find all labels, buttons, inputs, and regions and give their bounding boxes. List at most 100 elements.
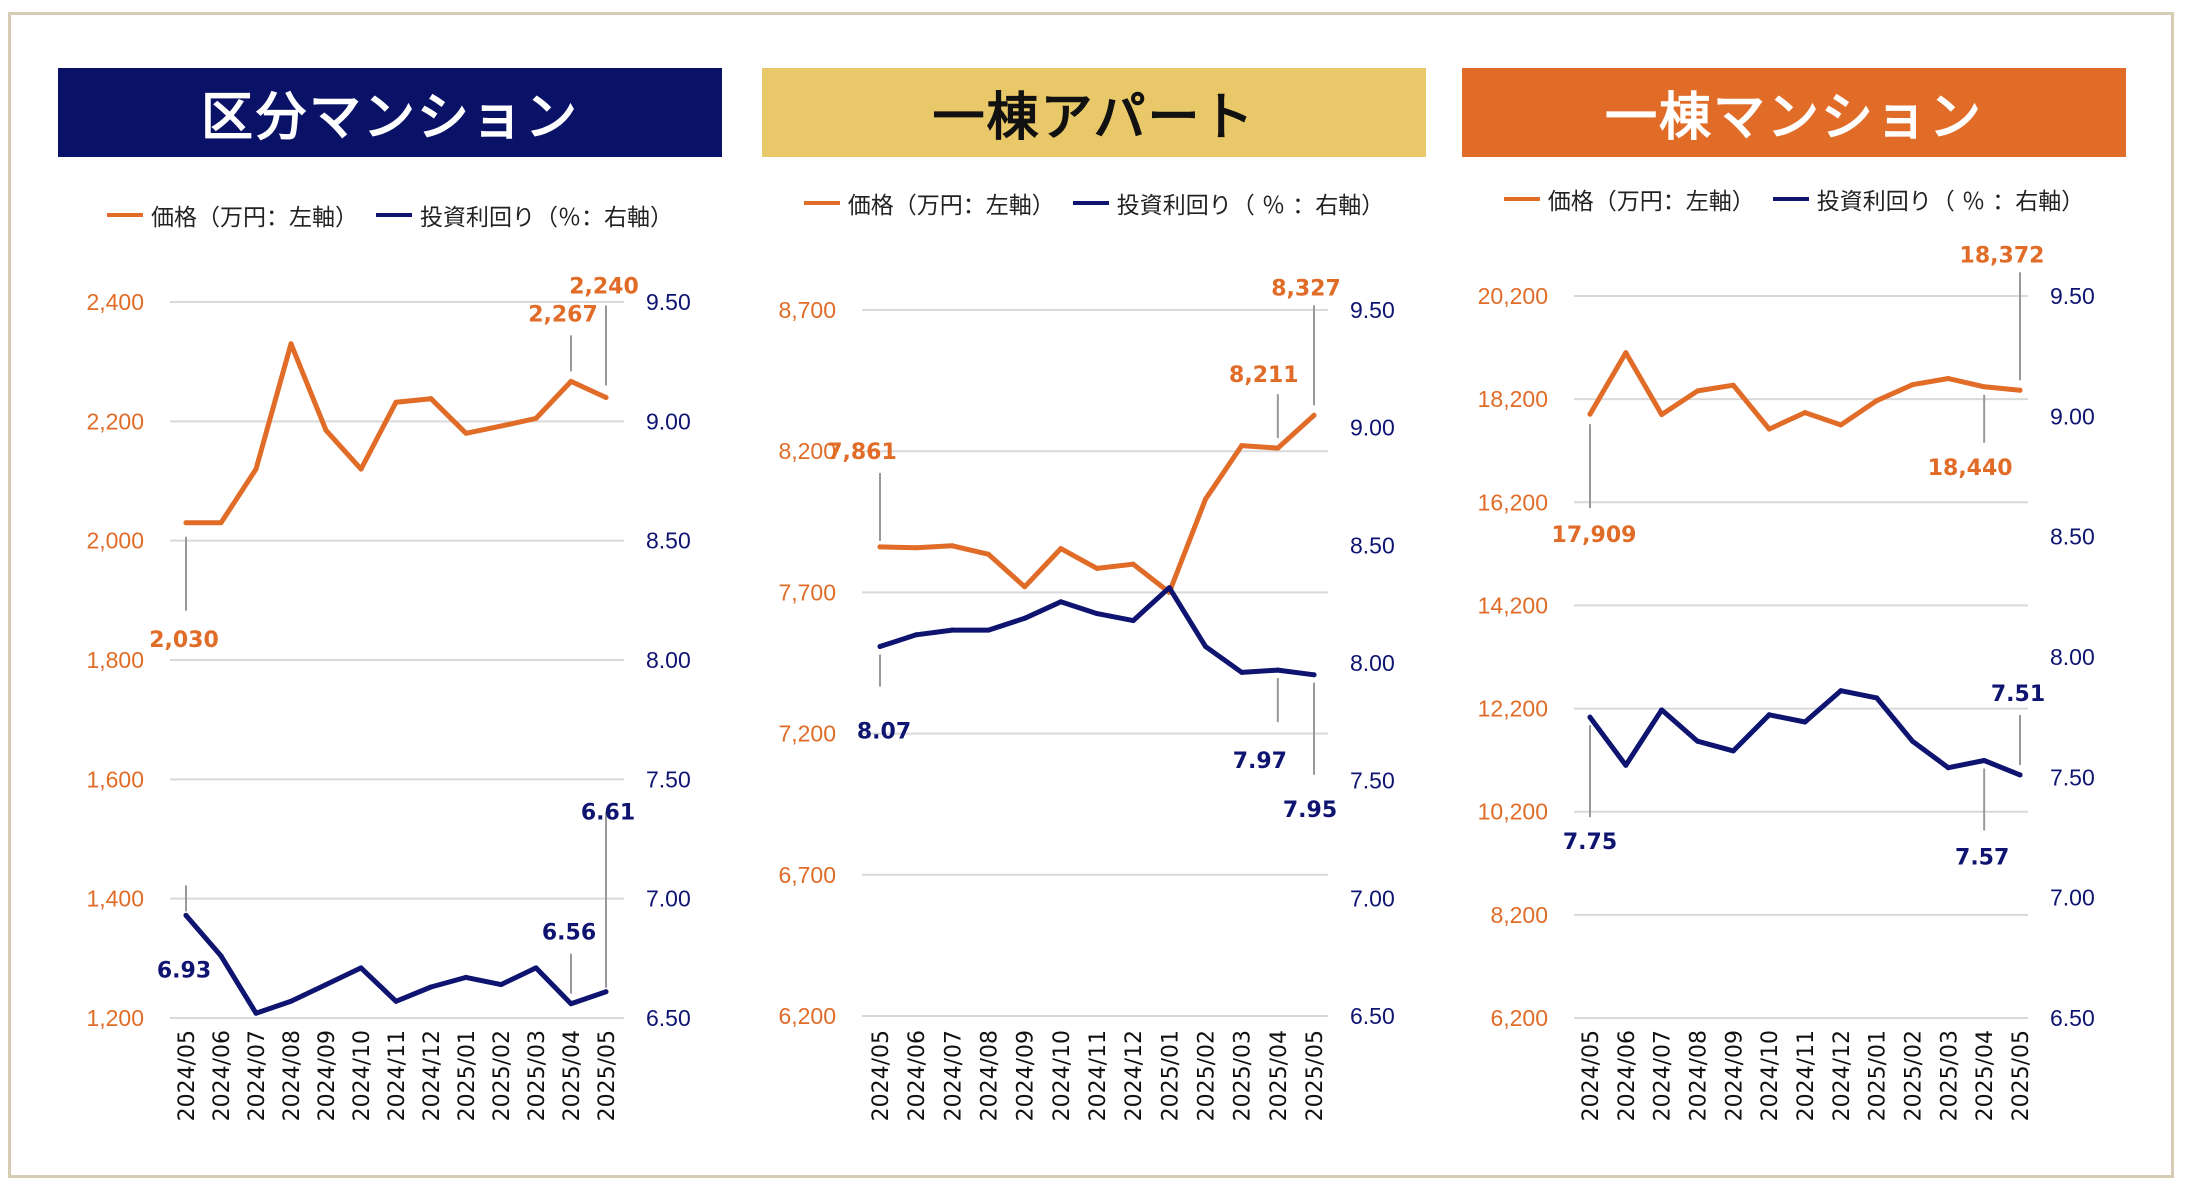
x-tick-label: 2024/07: [941, 1030, 966, 1121]
yield-data-point: [2017, 772, 2023, 778]
data-label: 6.61: [581, 801, 635, 826]
x-tick-label: 2024/07: [245, 1030, 270, 1121]
legend-item-price: 価格（万円：左軸）: [1503, 182, 1755, 216]
x-tick-label: 2024/08: [280, 1030, 305, 1121]
price-data-point: [1766, 426, 1772, 432]
panel-title-banner: 区分マンション: [58, 68, 722, 157]
y-right-tick-label: 6.50: [2050, 1005, 2095, 1031]
legend-swatch-price: [1503, 197, 1540, 201]
x-tick-label: 2025/02: [490, 1030, 515, 1121]
price-data-point: [1022, 584, 1028, 590]
x-tick-label: 2024/12: [420, 1030, 445, 1121]
chart-panel-apartment: 一棟アパート 価格（万円：左軸） 投資利回り（ ％ ：右軸） 6,200 6,70…: [762, 0, 1426, 1180]
price-data-point: [913, 545, 919, 551]
x-tick-label: 2024/05: [175, 1030, 200, 1121]
y-right-tick-label: 9.00: [1350, 415, 1395, 441]
yield-data-point: [393, 998, 399, 1004]
yield-data-point: [463, 974, 469, 980]
yield-data-point: [1695, 738, 1700, 744]
price-data-point: [1311, 412, 1317, 418]
y-right-tick-label: 8.50: [1350, 532, 1395, 558]
legend-item-yield: 投資利回り（ ％ ：右軸）: [1772, 182, 2085, 216]
legend-item-price: 価格（万円：左軸）: [107, 198, 358, 232]
y-right-tick-label: 7.00: [1350, 885, 1395, 911]
y-left-tick-label: 7,200: [778, 721, 836, 747]
price-series-line: [1587, 350, 2023, 432]
price-data-point: [1874, 398, 1880, 404]
price-data-point: [218, 520, 224, 526]
line-chart: 6,200 8,200 10,200 12,200 14,200 16,200 18,200…: [1478, 243, 2095, 1121]
price-data-point: [323, 427, 329, 433]
yield-data-point: [1130, 618, 1136, 624]
yield-data-point: [949, 627, 955, 633]
legend-swatch-yield: [376, 213, 412, 217]
y-left-tick-label: 8,200: [778, 438, 836, 464]
y-right-tick-label: 8.00: [2050, 644, 2095, 670]
y-left-tick-label: 1,800: [86, 647, 144, 673]
price-series-line: [877, 412, 1317, 595]
price-data-point: [498, 423, 504, 429]
x-tick-label: 2024/06: [905, 1030, 930, 1121]
legend: 価格（万円：左軸） 投資利回り（ ％ ：右軸）: [1462, 179, 2126, 219]
x-tick-label: 2025/03: [525, 1030, 550, 1121]
yield-data-point: [323, 982, 329, 988]
legend-swatch-yield: [1072, 201, 1109, 205]
x-tick-label: 2024/05: [869, 1030, 894, 1121]
legend-item-yield: 投資利回り（ ％ ：右軸）: [1072, 186, 1384, 220]
y-right-tick-label: 8.00: [1350, 650, 1395, 676]
price-data-point: [1695, 388, 1700, 394]
chart-panel-kubun: 区分マンション 価格（万円：左軸） 投資利回り（％：右軸） 1,200 1,400…: [58, 0, 722, 1180]
y-right-tick-label: 8.50: [2050, 524, 2095, 550]
legend-swatch-yield: [1772, 197, 1809, 201]
data-label: 8,211: [1229, 363, 1299, 388]
price-data-point: [1275, 445, 1281, 451]
price-data-point: [1945, 376, 1951, 382]
yield-series-line: [1587, 688, 2023, 778]
line-chart: 6,200 6,700 7,200 7,700 8,200 8,700 6.50 7.00 7.…: [778, 276, 1395, 1121]
yield-data-point: [288, 998, 294, 1004]
legend-label-price: 価格（万円：左軸）: [847, 193, 1055, 219]
legend-label-yield: 投資利回り（％：右軸）: [420, 205, 673, 231]
yield-data-point: [533, 965, 539, 971]
y-right-tick-label: 7.00: [2050, 885, 2095, 911]
y-right-tick-label: 6.50: [646, 1005, 691, 1031]
y-right-tick-label: 7.50: [646, 766, 691, 792]
price-data-point: [253, 466, 259, 472]
y-right-tick-label: 7.50: [1350, 768, 1395, 794]
price-data-point: [428, 396, 434, 402]
y-left-tick-label: 10,200: [1478, 799, 1548, 825]
price-data-point: [877, 544, 883, 550]
yield-data-point: [1094, 611, 1100, 617]
price-data-point: [949, 543, 955, 549]
x-tick-label: 2024/06: [1615, 1030, 1640, 1121]
y-left-tick-label: 2,200: [86, 408, 144, 434]
y-left-tick-label: 6,200: [778, 1003, 836, 1029]
x-tick-label: 2024/12: [1830, 1030, 1855, 1121]
chart-panel-mansion: 一棟マンション 価格（万円：左軸） 投資利回り（ ％ ：右軸） 6,200 8,2…: [1462, 0, 2126, 1180]
y-right-tick-label: 8.50: [646, 528, 691, 554]
yield-data-point: [603, 989, 609, 995]
data-label: 7.95: [1283, 798, 1337, 823]
x-tick-label: 2024/09: [1014, 1030, 1039, 1121]
price-data-point: [1239, 443, 1245, 449]
y-left-tick-label: 2,000: [86, 528, 144, 554]
y-left-tick-label: 7,700: [778, 579, 836, 605]
yield-data-point: [358, 965, 364, 971]
yield-data-point: [1311, 672, 1317, 678]
price-data-point: [288, 341, 294, 347]
chart-frame: [8, 12, 2174, 1178]
yield-data-point: [253, 1010, 259, 1016]
y-left-tick-label: 1,600: [86, 766, 144, 792]
yield-data-point: [568, 1001, 574, 1007]
yield-data-point: [498, 982, 504, 988]
y-right-tick-label: 9.00: [646, 408, 691, 434]
y-left-tick-label: 14,200: [1478, 592, 1548, 618]
data-label: 17,909: [1552, 523, 1637, 548]
legend-label-yield: 投資利回り（ ％ ：右軸）: [1816, 189, 2085, 215]
data-label: 18,372: [1960, 243, 2045, 268]
data-label: 7.75: [1563, 830, 1617, 855]
yield-data-point: [986, 627, 991, 633]
x-tick-label: 2024/11: [1794, 1030, 1819, 1121]
x-tick-label: 2025/02: [1902, 1030, 1927, 1121]
y-right-tick-label: 8.00: [646, 647, 691, 673]
